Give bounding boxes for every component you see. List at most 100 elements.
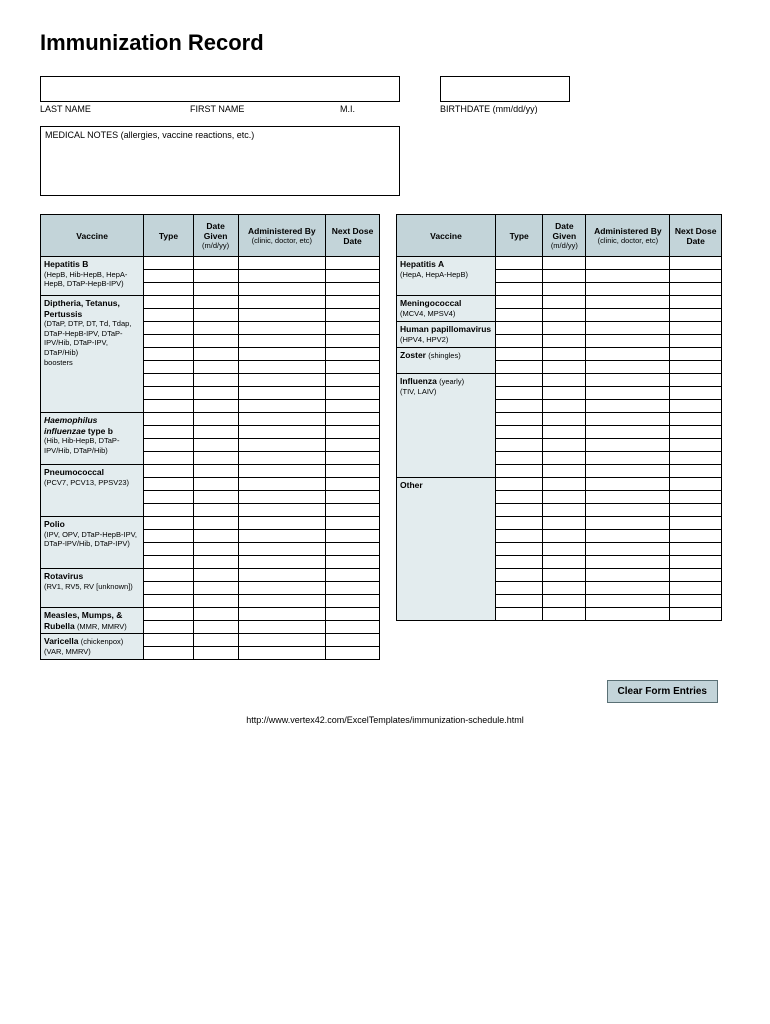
data-cell[interactable] — [326, 530, 380, 543]
data-cell[interactable] — [193, 556, 238, 569]
data-cell[interactable] — [193, 647, 238, 660]
data-cell[interactable] — [496, 400, 543, 413]
data-cell[interactable] — [496, 413, 543, 426]
data-cell[interactable] — [543, 517, 586, 530]
data-cell[interactable] — [238, 543, 326, 556]
data-cell[interactable] — [238, 413, 326, 426]
data-cell[interactable] — [326, 439, 380, 452]
data-cell[interactable] — [144, 504, 193, 517]
data-cell[interactable] — [193, 543, 238, 556]
data-cell[interactable] — [193, 517, 238, 530]
data-cell[interactable] — [496, 608, 543, 621]
data-cell[interactable] — [543, 283, 586, 296]
data-cell[interactable] — [144, 634, 193, 647]
data-cell[interactable] — [586, 400, 670, 413]
data-cell[interactable] — [238, 530, 326, 543]
data-cell[interactable] — [670, 608, 722, 621]
data-cell[interactable] — [586, 361, 670, 374]
data-cell[interactable] — [543, 270, 586, 283]
data-cell[interactable] — [144, 322, 193, 335]
data-cell[interactable] — [543, 374, 586, 387]
data-cell[interactable] — [238, 452, 326, 465]
data-cell[interactable] — [144, 517, 193, 530]
data-cell[interactable] — [670, 504, 722, 517]
data-cell[interactable] — [586, 348, 670, 361]
data-cell[interactable] — [326, 491, 380, 504]
data-cell[interactable] — [670, 374, 722, 387]
data-cell[interactable] — [144, 348, 193, 361]
data-cell[interactable] — [543, 426, 586, 439]
data-cell[interactable] — [238, 569, 326, 582]
data-cell[interactable] — [496, 569, 543, 582]
data-cell[interactable] — [193, 309, 238, 322]
data-cell[interactable] — [193, 608, 238, 621]
birthdate-input-box[interactable] — [440, 76, 570, 102]
data-cell[interactable] — [496, 387, 543, 400]
data-cell[interactable] — [144, 582, 193, 595]
data-cell[interactable] — [543, 452, 586, 465]
data-cell[interactable] — [670, 491, 722, 504]
data-cell[interactable] — [144, 361, 193, 374]
data-cell[interactable] — [586, 296, 670, 309]
data-cell[interactable] — [586, 491, 670, 504]
data-cell[interactable] — [670, 387, 722, 400]
data-cell[interactable] — [238, 374, 326, 387]
data-cell[interactable] — [238, 296, 326, 309]
data-cell[interactable] — [586, 504, 670, 517]
data-cell[interactable] — [144, 452, 193, 465]
data-cell[interactable] — [586, 426, 670, 439]
data-cell[interactable] — [586, 595, 670, 608]
data-cell[interactable] — [496, 582, 543, 595]
data-cell[interactable] — [543, 582, 586, 595]
data-cell[interactable] — [670, 478, 722, 491]
data-cell[interactable] — [543, 439, 586, 452]
data-cell[interactable] — [326, 556, 380, 569]
data-cell[interactable] — [326, 569, 380, 582]
data-cell[interactable] — [496, 478, 543, 491]
data-cell[interactable] — [670, 309, 722, 322]
data-cell[interactable] — [670, 426, 722, 439]
data-cell[interactable] — [543, 322, 586, 335]
data-cell[interactable] — [543, 569, 586, 582]
data-cell[interactable] — [326, 348, 380, 361]
data-cell[interactable] — [193, 257, 238, 270]
data-cell[interactable] — [326, 309, 380, 322]
data-cell[interactable] — [193, 478, 238, 491]
data-cell[interactable] — [144, 387, 193, 400]
data-cell[interactable] — [670, 569, 722, 582]
data-cell[interactable] — [670, 361, 722, 374]
data-cell[interactable] — [238, 322, 326, 335]
data-cell[interactable] — [496, 452, 543, 465]
data-cell[interactable] — [670, 400, 722, 413]
data-cell[interactable] — [326, 296, 380, 309]
data-cell[interactable] — [670, 348, 722, 361]
data-cell[interactable] — [238, 621, 326, 634]
data-cell[interactable] — [326, 465, 380, 478]
data-cell[interactable] — [238, 400, 326, 413]
data-cell[interactable] — [543, 361, 586, 374]
data-cell[interactable] — [543, 478, 586, 491]
data-cell[interactable] — [326, 634, 380, 647]
data-cell[interactable] — [670, 465, 722, 478]
data-cell[interactable] — [670, 322, 722, 335]
data-cell[interactable] — [586, 452, 670, 465]
data-cell[interactable] — [238, 504, 326, 517]
data-cell[interactable] — [586, 543, 670, 556]
data-cell[interactable] — [193, 595, 238, 608]
data-cell[interactable] — [193, 491, 238, 504]
data-cell[interactable] — [670, 257, 722, 270]
data-cell[interactable] — [670, 543, 722, 556]
data-cell[interactable] — [496, 309, 543, 322]
data-cell[interactable] — [326, 322, 380, 335]
data-cell[interactable] — [144, 426, 193, 439]
data-cell[interactable] — [496, 465, 543, 478]
data-cell[interactable] — [144, 595, 193, 608]
data-cell[interactable] — [326, 400, 380, 413]
data-cell[interactable] — [238, 556, 326, 569]
data-cell[interactable] — [496, 361, 543, 374]
data-cell[interactable] — [193, 634, 238, 647]
data-cell[interactable] — [144, 530, 193, 543]
data-cell[interactable] — [193, 413, 238, 426]
data-cell[interactable] — [326, 361, 380, 374]
data-cell[interactable] — [144, 400, 193, 413]
